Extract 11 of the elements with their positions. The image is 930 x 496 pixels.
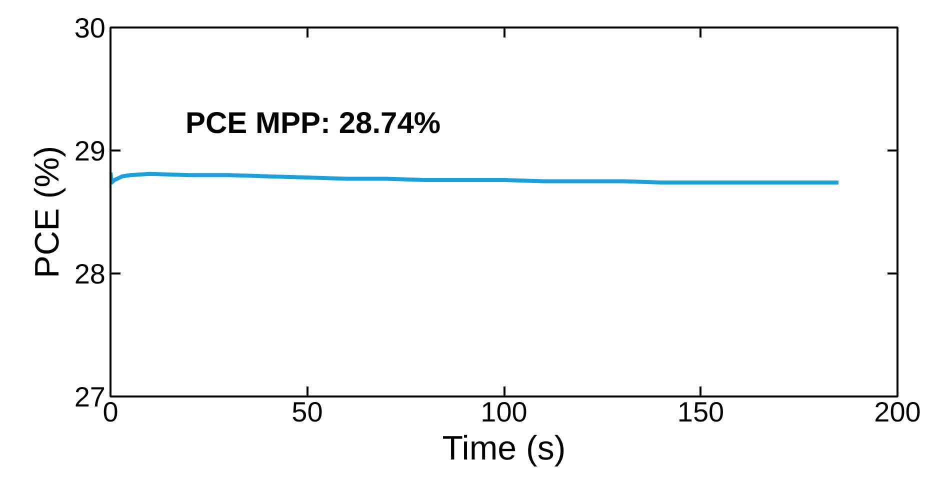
y-axis-title: PCE (%) xyxy=(28,146,66,278)
x-tick-label: 150 xyxy=(677,396,724,428)
x-tick-label: 0 xyxy=(102,396,118,428)
x-tick-label: 50 xyxy=(292,396,323,428)
x-tick-label: 200 xyxy=(874,396,921,428)
y-tick-label: 29 xyxy=(74,136,106,166)
x-axis-title: Time (s) xyxy=(442,430,566,468)
x-tick-label: 100 xyxy=(480,396,528,428)
y-tick-label: 28 xyxy=(74,258,106,290)
annotation: PCE MPP: 28.74% xyxy=(186,107,441,140)
y-tick-label: 30 xyxy=(74,12,106,44)
